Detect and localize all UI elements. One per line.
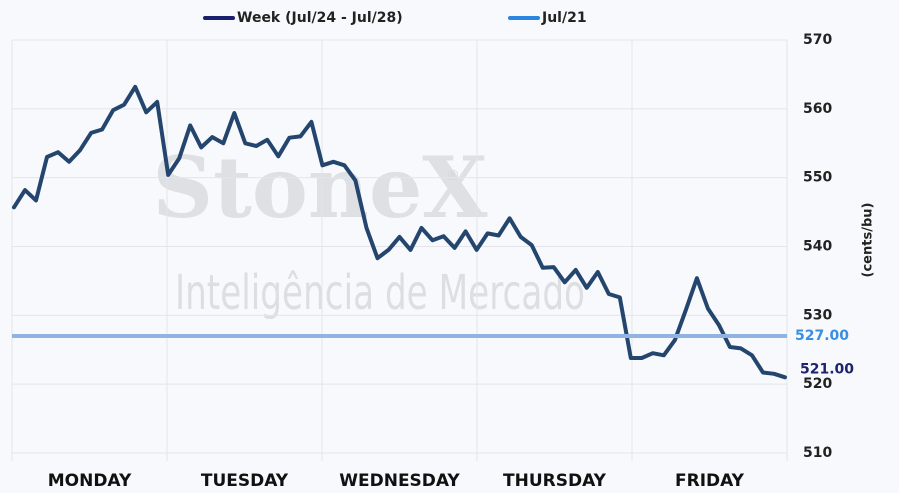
y-tick-label: 530 (803, 307, 832, 323)
y-tick-label: 560 (803, 101, 832, 117)
legend-label: Week (Jul/24 - Jul/28) (237, 10, 403, 26)
x-tick-label: THURSDAY (503, 471, 607, 491)
x-tick-label: MONDAY (48, 471, 132, 491)
series-line (12, 84, 787, 380)
y-tick-label: 570 (803, 32, 832, 48)
y-tick-label: 520 (803, 376, 832, 392)
watermark: ® (446, 168, 460, 184)
x-tick-label: FRIDAY (675, 471, 745, 491)
legend-label: Jul/21 (541, 10, 587, 26)
y-axis-label: (cents/bu) (861, 203, 876, 278)
value-label: 527.00 (795, 328, 849, 344)
watermark: Inteligência de Mercado (175, 265, 585, 321)
value-label: 521.00 (800, 361, 854, 377)
y-tick-label: 550 (803, 170, 832, 186)
x-tick-label: WEDNESDAY (339, 471, 460, 491)
y-tick-label: 540 (803, 239, 832, 255)
y-tick-label: 510 (803, 445, 832, 461)
x-tick-label: TUESDAY (201, 471, 289, 491)
